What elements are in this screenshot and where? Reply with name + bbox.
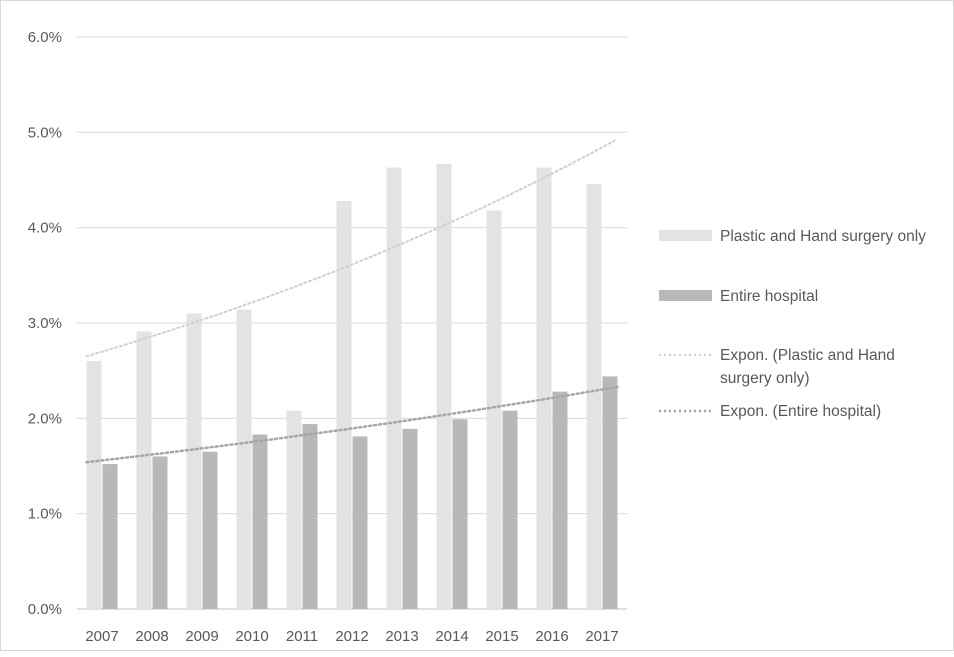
bar-entire-hospital <box>252 434 268 609</box>
legend-label-expon-plastic-hand-line2: surgery only) <box>720 370 810 387</box>
gridlines <box>77 36 627 610</box>
y-tick-label: 5.0% <box>28 124 62 141</box>
bar-plastic-hand <box>336 200 352 609</box>
legend-label-plastic-hand: Plastic and Hand surgery only <box>720 228 926 245</box>
bar-entire-hospital <box>502 410 518 609</box>
y-tick-label: 3.0% <box>28 315 62 332</box>
x-tick-label: 2008 <box>135 628 168 645</box>
bar-entire-hospital <box>352 436 368 609</box>
x-tick-label: 2014 <box>435 628 468 645</box>
bar-entire-hospital <box>202 451 218 609</box>
trendline-plastic-hand <box>85 138 619 358</box>
bar-plastic-hand <box>236 309 252 609</box>
bars <box>86 163 618 610</box>
bar-entire-hospital <box>102 464 118 609</box>
legend: Plastic and Hand surgery only Entire hos… <box>659 228 926 420</box>
bar-entire-hospital <box>302 424 318 609</box>
y-tick-label: 2.0% <box>28 410 62 427</box>
x-tick-label: 2016 <box>535 628 568 645</box>
trendline-entire-hospital <box>85 385 619 464</box>
trendlines <box>85 138 619 464</box>
legend-label-expon-entire-hospital: Expon. (Entire hospital) <box>720 403 881 420</box>
x-tick-label: 2013 <box>385 628 418 645</box>
y-tick-label: 1.0% <box>28 506 62 523</box>
bar-entire-hospital <box>152 456 168 609</box>
y-tick-label: 6.0% <box>28 29 62 46</box>
legend-label-entire-hospital: Entire hospital <box>720 288 818 305</box>
bar-plastic-hand <box>286 410 302 609</box>
y-tick-label: 0.0% <box>28 601 62 618</box>
x-tick-label: 2010 <box>235 628 268 645</box>
legend-swatch-entire-hospital <box>659 290 712 301</box>
legend-swatch-plastic-hand <box>659 230 712 241</box>
y-tick-label: 4.0% <box>28 220 62 237</box>
axes: 0.0% 1.0% 2.0% 3.0% 4.0% 5.0% 6.0% 2007 2008 2009… <box>28 29 619 645</box>
bar-plastic-hand <box>386 167 402 609</box>
x-tick-label: 2017 <box>585 628 618 645</box>
x-tick-label: 2015 <box>485 628 518 645</box>
bar-plastic-hand <box>186 313 202 609</box>
bar-entire-hospital <box>452 419 468 609</box>
x-tick-label: 2011 <box>286 628 318 645</box>
legend-label-expon-plastic-hand-line1: Expon. (Plastic and Hand <box>720 347 895 364</box>
bar-entire-hospital <box>402 428 418 609</box>
x-tick-label: 2007 <box>85 628 118 645</box>
bar-plastic-hand <box>436 163 452 609</box>
bar-plastic-hand <box>486 210 502 610</box>
x-tick-label: 2012 <box>335 628 368 645</box>
bar-plastic-hand <box>586 183 602 609</box>
bar-plastic-hand <box>536 167 552 609</box>
bar-entire-hospital <box>552 391 568 609</box>
bar-entire-hospital <box>602 376 618 609</box>
bar-plastic-hand <box>136 331 152 609</box>
bar-plastic-hand <box>86 361 102 609</box>
x-tick-label: 2009 <box>185 628 218 645</box>
